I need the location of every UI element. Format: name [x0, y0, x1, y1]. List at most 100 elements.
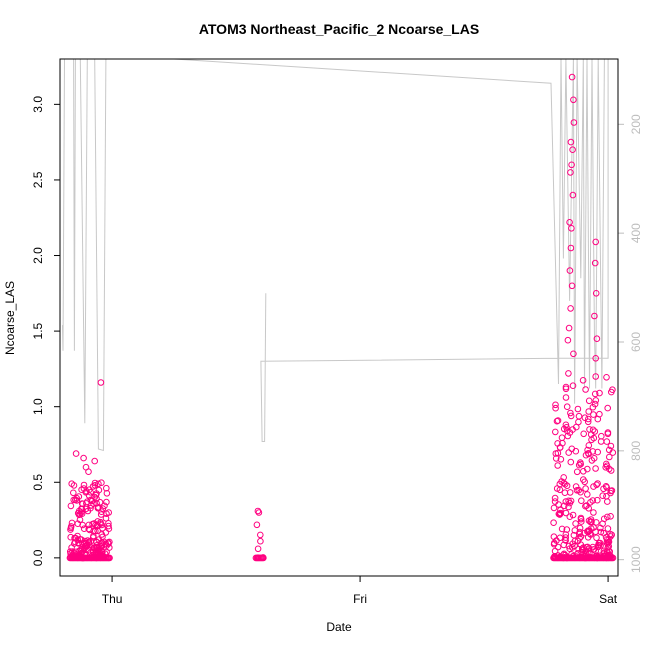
data-point [67, 502, 75, 510]
data-point [78, 554, 86, 561]
data-point [556, 534, 564, 542]
data-point [565, 324, 573, 332]
data-point [585, 397, 593, 405]
data-point [569, 146, 576, 153]
data-point [605, 543, 613, 550]
data-point [560, 474, 568, 481]
data-point [87, 504, 94, 512]
data-point [607, 552, 614, 560]
data-point [587, 499, 594, 506]
data-point [608, 388, 615, 396]
data-point [568, 225, 575, 232]
data-point [563, 526, 571, 533]
y-tick-label: 2.5 [31, 171, 45, 188]
data-point [558, 525, 566, 533]
data-point [569, 382, 577, 390]
data-point [564, 432, 572, 440]
data-point [254, 545, 262, 553]
data-point [564, 336, 572, 344]
data-point [594, 448, 602, 456]
data-point [562, 383, 570, 391]
data-point [91, 482, 99, 489]
data-point [598, 432, 605, 440]
data-point [563, 403, 571, 411]
data-point [587, 525, 595, 532]
data-point [93, 490, 100, 497]
data-point [573, 423, 580, 431]
line-layer [62, 59, 609, 452]
data-point [585, 415, 592, 423]
data-point [594, 496, 601, 504]
depth-line [62, 59, 609, 452]
data-point [588, 457, 596, 464]
data-point [99, 533, 106, 541]
data-point [74, 520, 82, 528]
data-point [566, 513, 574, 521]
data-point [585, 408, 593, 415]
data-point [257, 531, 264, 539]
data-point [597, 524, 604, 532]
data-point [75, 511, 83, 519]
data-point [584, 418, 592, 426]
data-point [571, 527, 579, 534]
data-point [79, 521, 86, 529]
data-point [572, 447, 580, 455]
data-point [82, 542, 89, 550]
data-point [72, 450, 80, 457]
data-point [567, 412, 575, 420]
data-point [585, 450, 593, 458]
data-point [100, 554, 107, 561]
data-point [597, 438, 605, 445]
data-point [574, 550, 582, 557]
data-point [91, 544, 98, 552]
data-point [604, 429, 612, 436]
x-tick-label: Fri [353, 592, 367, 606]
data-point [569, 191, 577, 199]
data-point [581, 478, 589, 486]
data-point [584, 534, 592, 541]
data-point [596, 389, 603, 397]
axes-layer: 0.0 0.5 1.0 1.5 2.0 2.5 3.0 Thu Fri Sat 200 400 600 8… [31, 96, 643, 606]
data-point [578, 518, 585, 525]
data-point [567, 305, 574, 312]
data-point [552, 404, 559, 412]
data-point [99, 524, 106, 532]
data-point [592, 290, 600, 297]
data-point [257, 537, 264, 545]
data-point [577, 488, 584, 496]
data-point [568, 73, 576, 81]
data-point [87, 554, 95, 562]
data-point [593, 554, 601, 562]
data-point [573, 487, 581, 494]
data-point [97, 379, 105, 386]
data-point [98, 479, 105, 487]
data-point [90, 532, 97, 540]
data-point [586, 426, 593, 433]
data-point [579, 377, 587, 384]
data-point [78, 510, 86, 518]
data-point [554, 417, 562, 424]
data-point [566, 219, 573, 226]
data-point [67, 533, 74, 541]
data-point [590, 546, 597, 553]
data-point [577, 553, 585, 561]
data-point [589, 403, 597, 411]
data-point [593, 534, 600, 542]
data-point [557, 509, 564, 517]
data-point [577, 514, 585, 522]
data-point [593, 481, 600, 489]
y-tick-label: 0.0 [31, 549, 45, 566]
data-point [79, 500, 86, 508]
data-point [89, 520, 96, 528]
data-point [567, 458, 575, 466]
data-point [577, 459, 584, 466]
data-point [594, 480, 601, 487]
data-point [94, 527, 101, 535]
data-point [588, 436, 595, 444]
right-tick-label: 400 [629, 223, 643, 243]
data-point [565, 542, 573, 550]
data-point [573, 468, 581, 476]
data-point [80, 525, 88, 533]
data-point [556, 553, 564, 561]
data-point [253, 521, 261, 529]
